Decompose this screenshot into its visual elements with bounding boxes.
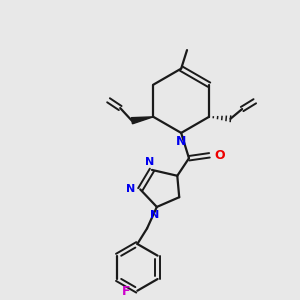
- Polygon shape: [131, 117, 153, 124]
- Text: N: N: [146, 157, 154, 167]
- Text: O: O: [214, 149, 225, 162]
- Text: N: N: [126, 184, 135, 194]
- Text: N: N: [150, 210, 160, 220]
- Text: F: F: [122, 285, 130, 298]
- Text: N: N: [176, 135, 186, 148]
